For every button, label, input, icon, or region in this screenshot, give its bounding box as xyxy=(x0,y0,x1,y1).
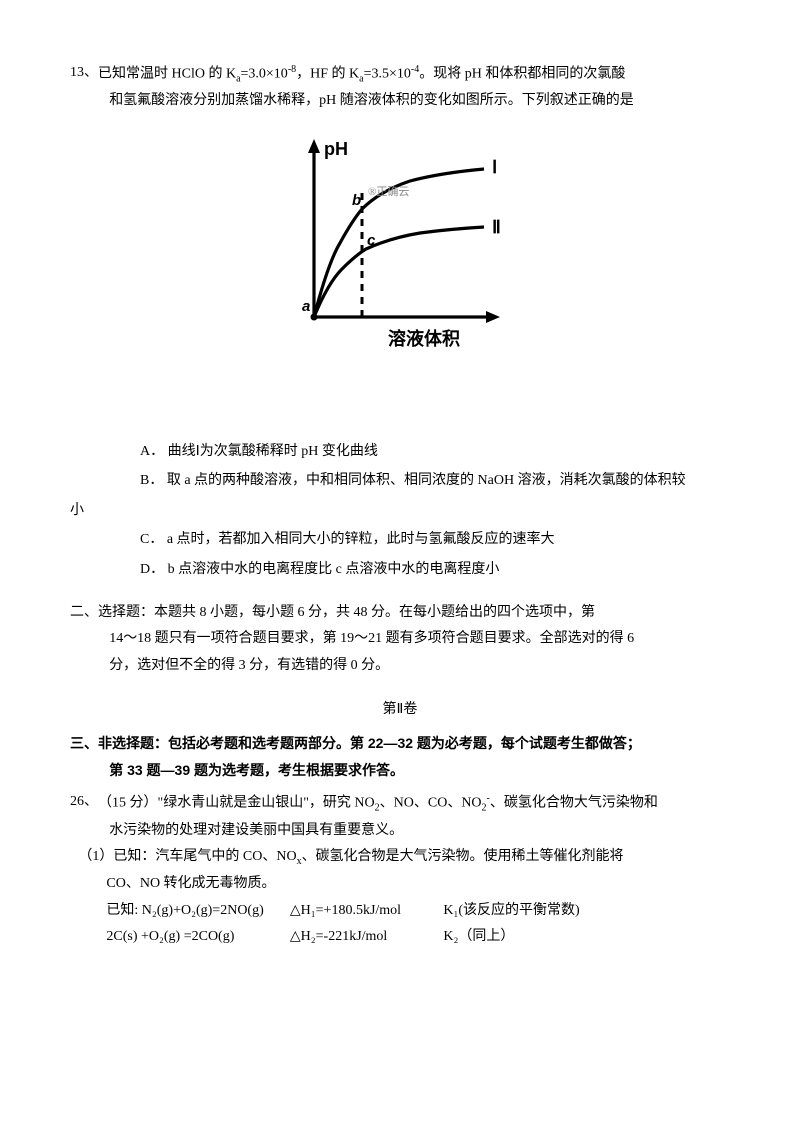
point-a-label: a xyxy=(302,298,310,315)
y-axis-label: pH xyxy=(324,139,348,159)
q13-option-b: B． 取 a 点的两种酸溶液，中和相同体积、相同浓度的 NaOH 溶液，消耗次氯… xyxy=(140,468,730,495)
sub1-label: （1） xyxy=(78,849,113,864)
q26-number: 26、 xyxy=(70,789,98,817)
q13-text-start: 已知常温时 HClO 的 Ka=3.0×10-8，HF 的 Ka=3.5×10-… xyxy=(98,60,625,88)
known-label: 已知: xyxy=(106,903,138,918)
eq1-left: N₂(g)+O₂(g)=2NO(g) xyxy=(142,903,264,918)
eq1-dh: △H₁=+180.5kJ/mol xyxy=(290,898,440,925)
curve-1-label: Ⅰ xyxy=(492,157,497,177)
point-c-label: c xyxy=(367,232,376,249)
q26-sub1: （1）已知：汽车尾气中的 CO、NOx、碳氢化合物是大气污染物。使用稀土等催化剂… xyxy=(70,844,730,871)
text: 。现将 pH 和体积都相同的次氯酸 xyxy=(419,67,625,82)
watermark: ®正确云 xyxy=(368,185,409,198)
q13-option-d: D． b 点溶液中水的电离程度比 c 点溶液中水的电离程度小 xyxy=(140,557,730,584)
sub: 2 xyxy=(482,803,487,814)
q26-sub1-cont: CO、NO 转化成无毒物质。 xyxy=(70,871,730,898)
x-arrowhead xyxy=(486,311,500,323)
q26-text-line1: （15 分）"绿水青山就是金山银山"，研究 NO2、NO、CO、NO2-、碳氢化… xyxy=(98,789,658,817)
eq1-k: K₁(该反应的平衡常数) xyxy=(443,898,579,925)
part2-title: 第Ⅱ卷 xyxy=(70,697,730,724)
y-arrowhead xyxy=(308,139,320,153)
ph-volume-chart: pH 溶液体积 Ⅰ Ⅱ a b c ®正确云 xyxy=(270,133,530,370)
text: 已知常温时 HClO 的 K xyxy=(98,67,236,82)
text: 、碳氢化合物大气污染物和 xyxy=(490,796,658,811)
curve-2 xyxy=(314,227,484,317)
q13-option-b-tail: 小 xyxy=(70,498,730,525)
q13-option-a: A． 曲线Ⅰ为次氯酸稀释时 pH 变化曲线 xyxy=(140,439,730,466)
sup: -4 xyxy=(411,64,419,75)
text: 已知：汽车尾气中的 CO、NO xyxy=(113,849,296,864)
q13-number: 13、 xyxy=(70,60,98,88)
eq2-left: 2C(s) +O₂(g) =2CO(g) xyxy=(106,924,286,951)
sup: -8 xyxy=(288,64,296,75)
section2-l2: 14～18 题只有一项符合题目要求，第 19～21 题有多项符合题目要求。全部选… xyxy=(70,626,730,653)
q13-text-cont: 和氢氟酸溶液分别加蒸馏水稀释，pH 随溶液体积的变化如图所示。下列叙述正确的是 xyxy=(70,88,730,115)
text: ，HF 的 K xyxy=(296,67,359,82)
section3-head: 三、非选择题：包括必考题和选考题两部分。第 22—32 题为必考题，每个试题考生… xyxy=(70,730,730,757)
point-b-label: b xyxy=(352,192,361,209)
q26-text-line2: 水污染物的处理对建设美丽中国具有重要意义。 xyxy=(70,818,730,845)
section2-head: 二、选择题：本题共 8 小题，每小题 6 分，共 48 分。在每小题给出的四个选… xyxy=(70,600,730,627)
section2-l3: 分，选对但不全的得 3 分，有选错的得 0 分。 xyxy=(70,653,730,680)
point-a xyxy=(311,314,318,321)
eq2-dh: △H₂=-221kJ/mol xyxy=(290,924,440,951)
points: （15 分） xyxy=(98,796,158,811)
x-axis-label: 溶液体积 xyxy=(388,328,460,349)
q13-option-c: C． a 点时，若都加入相同大小的锌粒，此时与氢氟酸反应的速率大 xyxy=(140,527,730,554)
text: =3.5×10 xyxy=(364,67,411,82)
text: 、NO、CO、NO xyxy=(380,796,482,811)
section3-l2: 第 33 题—39 题为选考题，考生根据要求作答。 xyxy=(70,757,730,784)
text: 、碳氢化合物是大气污染物。使用稀土等催化剂能将 xyxy=(302,849,624,864)
eq2-k: K₂（同上） xyxy=(443,924,514,951)
text: "绿水青山就是金山银山"，研究 NO xyxy=(158,796,375,811)
text: =3.0×10 xyxy=(241,67,288,82)
curve-2-label: Ⅱ xyxy=(492,217,501,237)
